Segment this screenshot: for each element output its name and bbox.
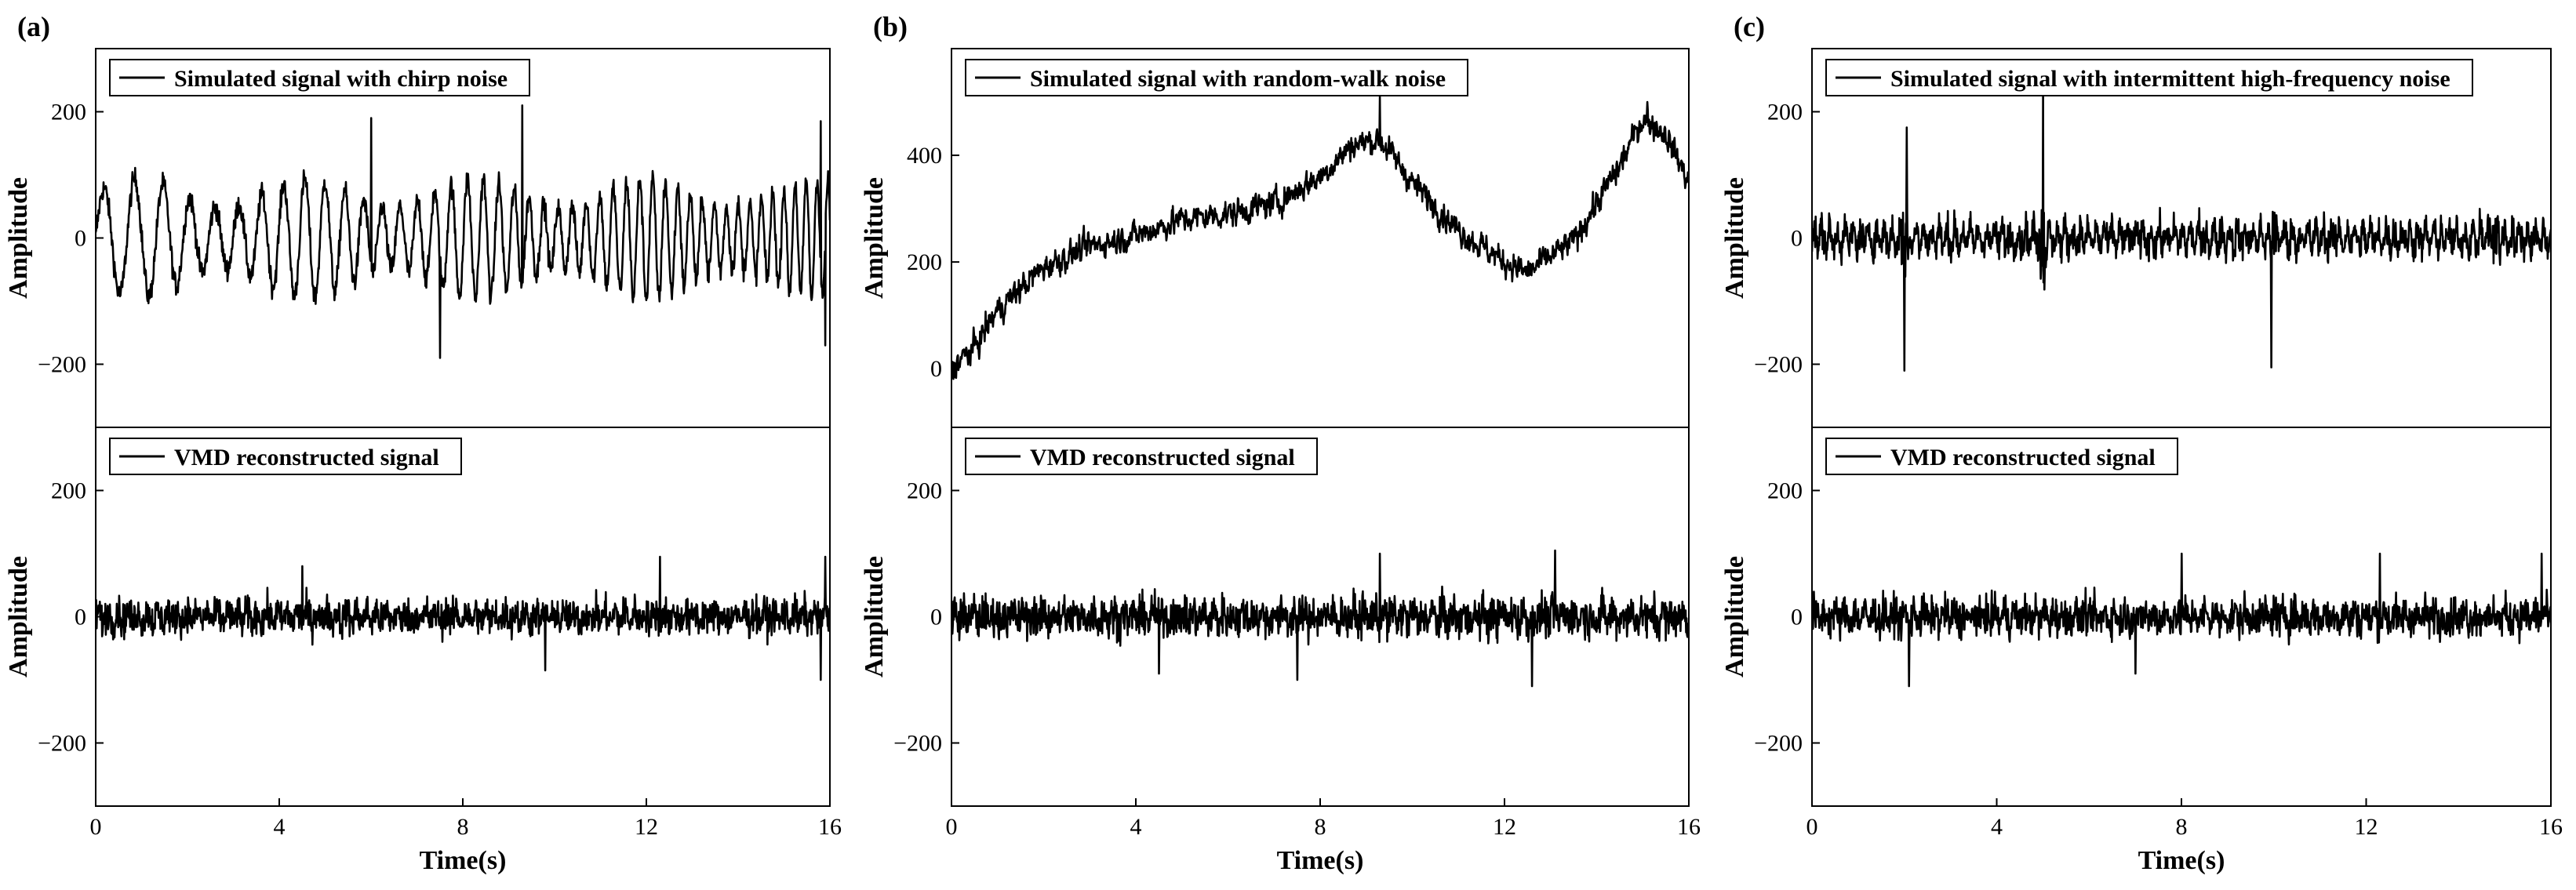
legend-0-0: Simulated signal with chirp noise <box>109 59 530 96</box>
y-tick-label: −200 <box>1754 731 1803 757</box>
legend-label: Simulated signal with intermittent high-… <box>1890 66 2450 92</box>
chart-1-subplot-0: 400 200 0 Amplitude Simulated signal with ra… <box>860 48 1690 428</box>
y-tick-label: 0 <box>930 605 942 630</box>
y-tick-label: 0 <box>1791 226 1803 252</box>
y-tick-label: 200 <box>907 478 942 504</box>
legend-2-0: Simulated signal with intermittent high-… <box>1825 59 2473 96</box>
y-axis-label: Amplitude <box>1720 556 1749 677</box>
legend-label: Simulated signal with random-walk noise <box>1030 66 1446 92</box>
series-line-1-1 <box>951 549 1689 688</box>
y-tick-label: −200 <box>38 731 86 757</box>
chart-1-subplot-1: 200 0 −200 Amplitude VMD reconstructed signa… <box>860 427 1701 875</box>
x-tick-label: 4 <box>1130 814 1142 840</box>
y-axis-label: Amplitude <box>1720 177 1749 299</box>
legend-box <box>965 438 1318 475</box>
x-axis-label: Time(s) <box>1277 846 1364 875</box>
legend-label: Simulated signal with chirp noise <box>174 66 508 92</box>
x-tick-label: 16 <box>2539 814 2563 840</box>
chart-0-subplot-1: 200 0 −200 Amplitude VMD reconstructed signa… <box>4 427 842 875</box>
x-tick-label: 8 <box>457 814 469 840</box>
x-tick-label: 0 <box>1806 814 1818 840</box>
x-axis-label: Time(s) <box>2138 846 2225 875</box>
legend-box <box>1825 438 2178 475</box>
legend-0-1: VMD reconstructed signal <box>109 438 462 475</box>
x-tick-label: 12 <box>2355 814 2378 840</box>
y-tick-label: 200 <box>51 100 86 125</box>
panel-label-2: (c) <box>1734 11 1765 42</box>
y-tick-label: 0 <box>75 605 86 630</box>
y-tick-label: 0 <box>930 356 942 382</box>
x-tick-label: 16 <box>1677 814 1701 840</box>
y-tick-label: 200 <box>907 249 942 275</box>
x-axis-label: Time(s) <box>420 846 507 875</box>
y-tick-label: 0 <box>75 226 86 252</box>
panel-label-0: (a) <box>17 11 50 42</box>
series-line-2-1 <box>1812 552 2551 688</box>
x-tick-label: 12 <box>635 814 658 840</box>
series-line-1-0 <box>951 95 1689 380</box>
series-line-0-0 <box>96 104 830 359</box>
y-tick-label: 200 <box>1767 100 1803 125</box>
x-tick-label: 4 <box>274 814 286 840</box>
series-line-0-1 <box>96 555 830 681</box>
y-tick-label: −200 <box>893 731 942 757</box>
legend-box <box>109 59 530 96</box>
legend-label: VMD reconstructed signal <box>174 445 439 470</box>
x-tick-label: 0 <box>90 814 102 840</box>
y-tick-label: 0 <box>1791 605 1803 630</box>
y-axis-label: Amplitude <box>860 556 889 677</box>
legend-box <box>965 59 1468 96</box>
panel-label-1: (b) <box>873 11 908 42</box>
x-tick-label: 8 <box>2176 814 2188 840</box>
chart-2-subplot-0: 200 0 −200 Amplitude Simulated signal with i… <box>1720 48 2552 428</box>
chart-2-subplot-1: 200 0 −200 Amplitude VMD reconstructed signa… <box>1720 427 2563 875</box>
legend-2-1: VMD reconstructed signal <box>1825 438 2178 475</box>
chart-0-subplot-0: 200 0 −200 Amplitude Simulated signal with c… <box>4 48 831 428</box>
legend-1-0: Simulated signal with random-walk noise <box>965 59 1468 96</box>
y-axis-label: Amplitude <box>4 556 33 677</box>
legend-label: VMD reconstructed signal <box>1890 445 2156 470</box>
x-tick-label: 0 <box>946 814 958 840</box>
x-tick-label: 12 <box>1493 814 1516 840</box>
x-tick-label: 4 <box>1991 814 2003 840</box>
y-tick-label: −200 <box>38 352 86 378</box>
x-tick-label: 8 <box>1315 814 1326 840</box>
y-axis-label: Amplitude <box>860 177 889 299</box>
legend-box <box>1825 59 2473 96</box>
y-tick-label: 200 <box>51 478 86 504</box>
y-tick-label: −200 <box>1754 352 1803 378</box>
legend-1-1: VMD reconstructed signal <box>965 438 1318 475</box>
x-tick-label: 16 <box>818 814 842 840</box>
legend-box <box>109 438 462 475</box>
legend-label: VMD reconstructed signal <box>1030 445 1295 470</box>
y-axis-label: Amplitude <box>4 177 33 299</box>
y-tick-label: 200 <box>1767 478 1803 504</box>
series-line-2-0 <box>1812 89 2551 372</box>
y-tick-label: 400 <box>907 143 942 169</box>
